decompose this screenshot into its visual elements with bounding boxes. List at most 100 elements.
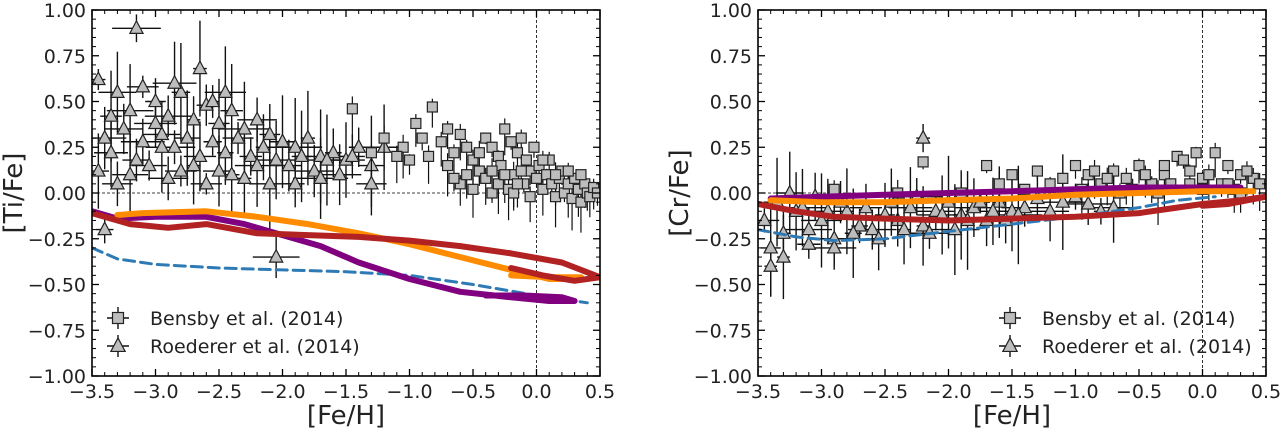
cr-roederer-point: [1017, 198, 1033, 214]
cr-bensby-point: [980, 159, 993, 172]
ti-roederer-point: [122, 165, 138, 181]
cr-ticks: −3.5 −3.0 −2.5 −2.0 −1.5 −1.0 −0.5 0.0 0.5 −1.00 −…: [694, 0, 1281, 403]
ti-bensby-point: [492, 150, 504, 162]
cr-xtick-label: −3.0: [798, 381, 844, 403]
cr-bensby-point: [993, 178, 1005, 190]
ti-roederer-point: [249, 156, 265, 172]
cr-ytick-label: −0.50: [694, 275, 752, 297]
ti-roederer-point: [249, 111, 265, 126]
cr-bensby-point: [1184, 165, 1196, 177]
ti-roederer-point: [287, 175, 303, 190]
ti-model-purple: [92, 208, 578, 304]
cr-bensby-point: [1088, 165, 1101, 177]
ti-roederer-point: [306, 162, 322, 177]
cr-x-axis-label: [Fe/H]: [973, 401, 1051, 431]
cr-bensby-point: [917, 156, 929, 168]
ti-roederer-point: [92, 70, 106, 86]
ti-bensby-point: [486, 141, 498, 153]
ti-bensby-point: [346, 103, 358, 115]
cr-bensby-point: [1101, 172, 1113, 184]
ti-roederer-point: [97, 220, 113, 236]
cr-roederer-point: [915, 129, 931, 144]
ti-bensby-series: [346, 96, 600, 233]
ti-roederer-point: [319, 151, 335, 166]
cr-bensby-point: [1158, 169, 1171, 181]
cr-legend-label: Bensby et al. (2014): [1042, 308, 1235, 330]
ti-ticks: −3.5 −3.0 −2.5 −2.0 −1.5 −1.0 −0.5 0.0 0.5 −1.00 −…: [28, 0, 615, 403]
ti-bensby-point: [515, 165, 527, 177]
cr-ytick-label: 1.00: [710, 0, 752, 22]
ti-bensby-point: [397, 141, 409, 153]
cr-legend-marker-square: [1003, 311, 1017, 325]
cr-bensby-point: [1139, 169, 1151, 181]
ti-roederer-point: [160, 169, 176, 184]
ti-ytick-label: −1.00: [28, 366, 86, 388]
ti-model-dashed-blue: [92, 246, 589, 305]
cr-xtick-label: −0.5: [1116, 381, 1162, 403]
ti-bensby-point: [435, 136, 447, 148]
cr-legend: Bensby et al. (2014) Roederer et al. (201…: [999, 307, 1252, 358]
ti-bensby-point: [524, 191, 536, 203]
ti-roederer-point: [268, 151, 284, 166]
cr-bensby-point: [1107, 165, 1120, 177]
ti-y-axis-label: [Ti/Fe]: [0, 153, 29, 234]
ti-roederer-point: [103, 107, 119, 122]
ti-roederer-point: [344, 147, 360, 163]
cr-bensby-point: [1203, 169, 1215, 181]
ti-panel: −3.5 −3.0 −2.5 −2.0 −1.5 −1.0 −0.5 0.0 0.5 −1.00 −…: [0, 0, 615, 431]
ti-bensby-point: [378, 132, 390, 144]
ti-bensby-point: [549, 169, 562, 181]
ti-x-axis-label: [Fe/H]: [307, 401, 385, 431]
ti-bensby-point: [562, 165, 574, 177]
ti-roederer-point: [109, 175, 125, 190]
cr-model-dashed-blue: [758, 195, 1217, 243]
cr-ytick-label: −0.25: [694, 229, 752, 251]
ti-ytick-label: −0.50: [28, 275, 86, 297]
ti-bensby-point: [448, 172, 460, 184]
ti-roederer-point: [97, 129, 113, 144]
ti-bensby-point: [365, 147, 377, 159]
ti-bensby-point: [528, 141, 540, 153]
cr-roederer-point: [826, 239, 842, 254]
ti-roederer-point: [224, 101, 240, 117]
cr-bensby-point: [1222, 159, 1234, 172]
ti-xtick-label: −2.0: [259, 381, 305, 403]
cr-roederer-point: [763, 257, 779, 272]
ti-model-dark-red: [92, 210, 600, 284]
ti-roederer-point: [166, 138, 183, 153]
ti-roederer-point: [211, 162, 227, 177]
ti-bensby-point: [461, 169, 473, 181]
ti-roederer-point: [128, 151, 145, 166]
ti-roederer-point: [332, 165, 348, 181]
ti-roederer-point: [192, 59, 208, 75]
cr-plot-area: [758, 10, 1266, 376]
cr-roederer-point: [801, 220, 817, 236]
ti-roederer-point: [274, 133, 291, 148]
cr-roederer-point: [864, 220, 880, 236]
ti-ytick-label: 0.00: [44, 183, 86, 205]
cr-legend-marker-triangle: [1001, 336, 1019, 353]
ti-roederer-point: [300, 129, 316, 144]
ti-roederer-point: [255, 138, 272, 153]
cr-bensby-point: [1031, 165, 1044, 177]
ti-bensby-point: [480, 172, 492, 184]
cr-xtick-label: −2.0: [925, 381, 971, 403]
cr-roederer-point: [845, 224, 861, 239]
cr-roederer-point: [947, 220, 963, 236]
cr-panel: −3.5 −3.0 −2.5 −2.0 −1.5 −1.0 −0.5 0.0 0.5 −1.00 −…: [665, 0, 1281, 431]
ti-roederer-point: [217, 144, 233, 159]
cr-model-dark-red: [758, 193, 1266, 224]
ti-roederer-point: [103, 144, 119, 159]
ti-xtick-label: −2.5: [196, 381, 242, 403]
cr-ytick-label: 0.75: [710, 46, 752, 68]
ti-ytick-label: 1.00: [44, 0, 86, 22]
ti-roederer-point: [351, 138, 367, 153]
ti-ytick-label: −0.75: [28, 320, 86, 342]
ti-roederer-point: [186, 111, 202, 126]
ti-ytick-label: 0.50: [44, 92, 86, 114]
ti-roederer-point: [116, 120, 132, 135]
ti-roederer-point: [236, 169, 252, 184]
ti-bensby-point: [467, 154, 479, 166]
cr-y-axis-label: [Cr/Fe]: [665, 149, 695, 236]
ti-roederer-point: [363, 175, 379, 190]
